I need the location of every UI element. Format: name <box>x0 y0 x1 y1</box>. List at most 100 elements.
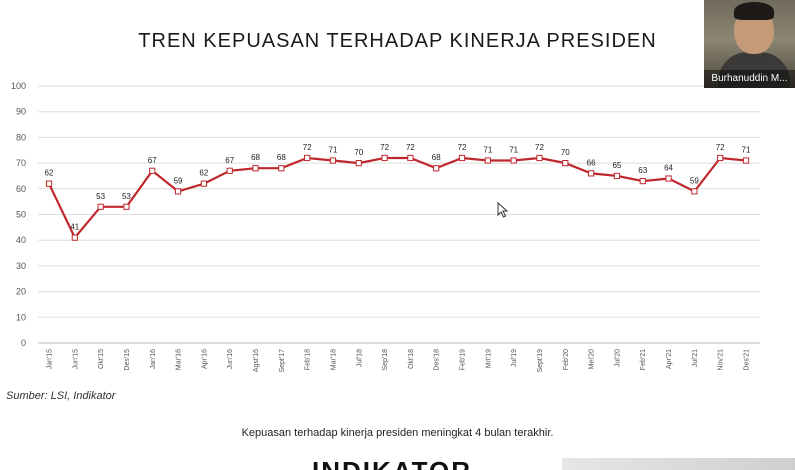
data-point <box>536 154 543 162</box>
indikator-logo: INDIKATOR <box>312 458 472 470</box>
data-label: 71 <box>509 146 518 155</box>
y-tick-label: 90 <box>16 107 26 117</box>
grid-lines <box>38 85 760 344</box>
data-label: 72 <box>716 143 725 152</box>
data-point <box>691 188 698 195</box>
data-points <box>45 154 750 241</box>
data-point <box>562 160 569 167</box>
data-label: 72 <box>406 143 415 152</box>
data-point <box>484 157 491 164</box>
y-tick-label: 40 <box>16 235 26 245</box>
x-tick-label: Des'21 <box>744 349 751 371</box>
data-label: 72 <box>303 143 312 152</box>
data-point <box>123 203 130 210</box>
y-tick-label: 100 <box>11 81 26 91</box>
x-tick-label: Mar'18 <box>330 349 337 370</box>
x-tick-label: Feb'20 <box>563 349 570 370</box>
x-tick-label: Mar'16 <box>176 349 183 370</box>
data-label: 62 <box>45 169 54 178</box>
data-point <box>252 165 259 172</box>
mouse-cursor-icon <box>497 202 509 218</box>
x-tick-label: Apr'21 <box>666 349 673 369</box>
data-point <box>665 175 672 182</box>
y-tick-label: 80 <box>16 132 26 142</box>
x-tick-label: Sept'17 <box>279 349 286 373</box>
data-point <box>304 154 311 162</box>
series-line <box>48 156 747 240</box>
data-label: 68 <box>432 153 441 162</box>
data-point <box>355 160 362 167</box>
y-tick-label: 0 <box>21 338 26 348</box>
x-tick-label: Jan'15 <box>47 349 54 370</box>
y-tick-label: 30 <box>16 261 26 271</box>
data-point <box>588 170 595 177</box>
x-tick-label: Jul'18 <box>356 349 363 367</box>
chart-caption: Kepuasan terhadap kinerja presiden menin… <box>241 427 554 439</box>
x-axis: Jan'15 Jun'15 Okt'15 Des'15 Jan'16 Mar'16 Apr'… <box>47 349 751 373</box>
data-point <box>433 165 440 172</box>
participant-shirt <box>718 52 790 88</box>
data-point <box>458 154 466 162</box>
data-labels: 62 41 53 53 67 59 62 67 68 68 72 71 70 72 72 68 72 71 71 72… <box>45 143 751 232</box>
x-tick-label: Mrt'19 <box>485 349 492 368</box>
y-tick-label: 20 <box>16 287 26 297</box>
y-tick-label: 60 <box>16 184 26 194</box>
x-tick-label: Jul'20 <box>614 349 621 367</box>
data-label: 72 <box>458 143 467 152</box>
data-point <box>407 154 414 162</box>
data-label: 63 <box>638 166 647 175</box>
data-point <box>613 172 621 180</box>
x-tick-label: Des'15 <box>124 349 131 371</box>
data-label: 62 <box>199 169 208 178</box>
video-participant-tile[interactable]: Burhanuddin M... <box>704 0 795 88</box>
data-point <box>71 234 78 241</box>
data-label: 68 <box>277 153 286 162</box>
data-label: 67 <box>225 156 234 165</box>
data-point <box>742 157 750 164</box>
x-tick-label: Jul'19 <box>511 349 518 367</box>
x-tick-label: Mei'20 <box>589 349 596 370</box>
x-tick-label: Feb'18 <box>305 349 312 370</box>
data-label: 59 <box>690 176 699 185</box>
y-axis: 0 10 20 30 40 50 60 70 80 90 100 <box>11 81 26 348</box>
data-label: 67 <box>148 156 157 165</box>
participant-hair <box>734 2 774 20</box>
data-point <box>639 177 646 185</box>
data-point <box>329 157 337 164</box>
x-tick-label: Nov'21 <box>718 349 725 371</box>
data-label: 53 <box>96 192 105 201</box>
participant-name: Burhanuddin M... <box>704 70 795 88</box>
line-chart: 0 10 20 30 40 50 60 70 80 90 100 Jan'15 Jun'15 Okt'1… <box>11 81 760 373</box>
data-label: 72 <box>535 143 544 152</box>
data-label: 41 <box>70 223 79 232</box>
data-point <box>226 167 233 174</box>
x-tick-label: Okt'18 <box>408 349 415 369</box>
x-tick-label: Sep'18 <box>382 349 389 371</box>
y-tick-label: 70 <box>16 158 26 168</box>
data-point <box>45 180 53 187</box>
y-tick-label: 10 <box>16 312 26 322</box>
thumbnail-strip <box>562 458 795 470</box>
x-tick-label: Des'18 <box>434 349 441 371</box>
data-point <box>97 203 104 210</box>
x-tick-label: Feb'21 <box>640 349 647 370</box>
data-point <box>717 154 724 162</box>
data-label: 71 <box>483 146 492 155</box>
x-tick-label: Sept'19 <box>537 349 544 373</box>
x-tick-label: Jan'16 <box>150 349 157 370</box>
data-point <box>200 180 207 187</box>
data-label: 71 <box>329 146 338 155</box>
y-tick-label: 50 <box>16 210 26 220</box>
data-point <box>174 188 182 195</box>
logo-text: INDIKATOR <box>312 458 472 470</box>
x-tick-label: Apr'16 <box>201 349 208 369</box>
x-tick-label: Jul'21 <box>692 349 699 367</box>
x-tick-label: Agst'16 <box>253 349 260 372</box>
data-point <box>381 154 388 162</box>
data-label: 70 <box>561 148 570 157</box>
data-point <box>278 165 285 172</box>
data-label: 59 <box>174 176 183 185</box>
x-tick-label: Okt'15 <box>98 349 105 369</box>
data-label: 70 <box>354 148 363 157</box>
data-label: 72 <box>380 143 389 152</box>
